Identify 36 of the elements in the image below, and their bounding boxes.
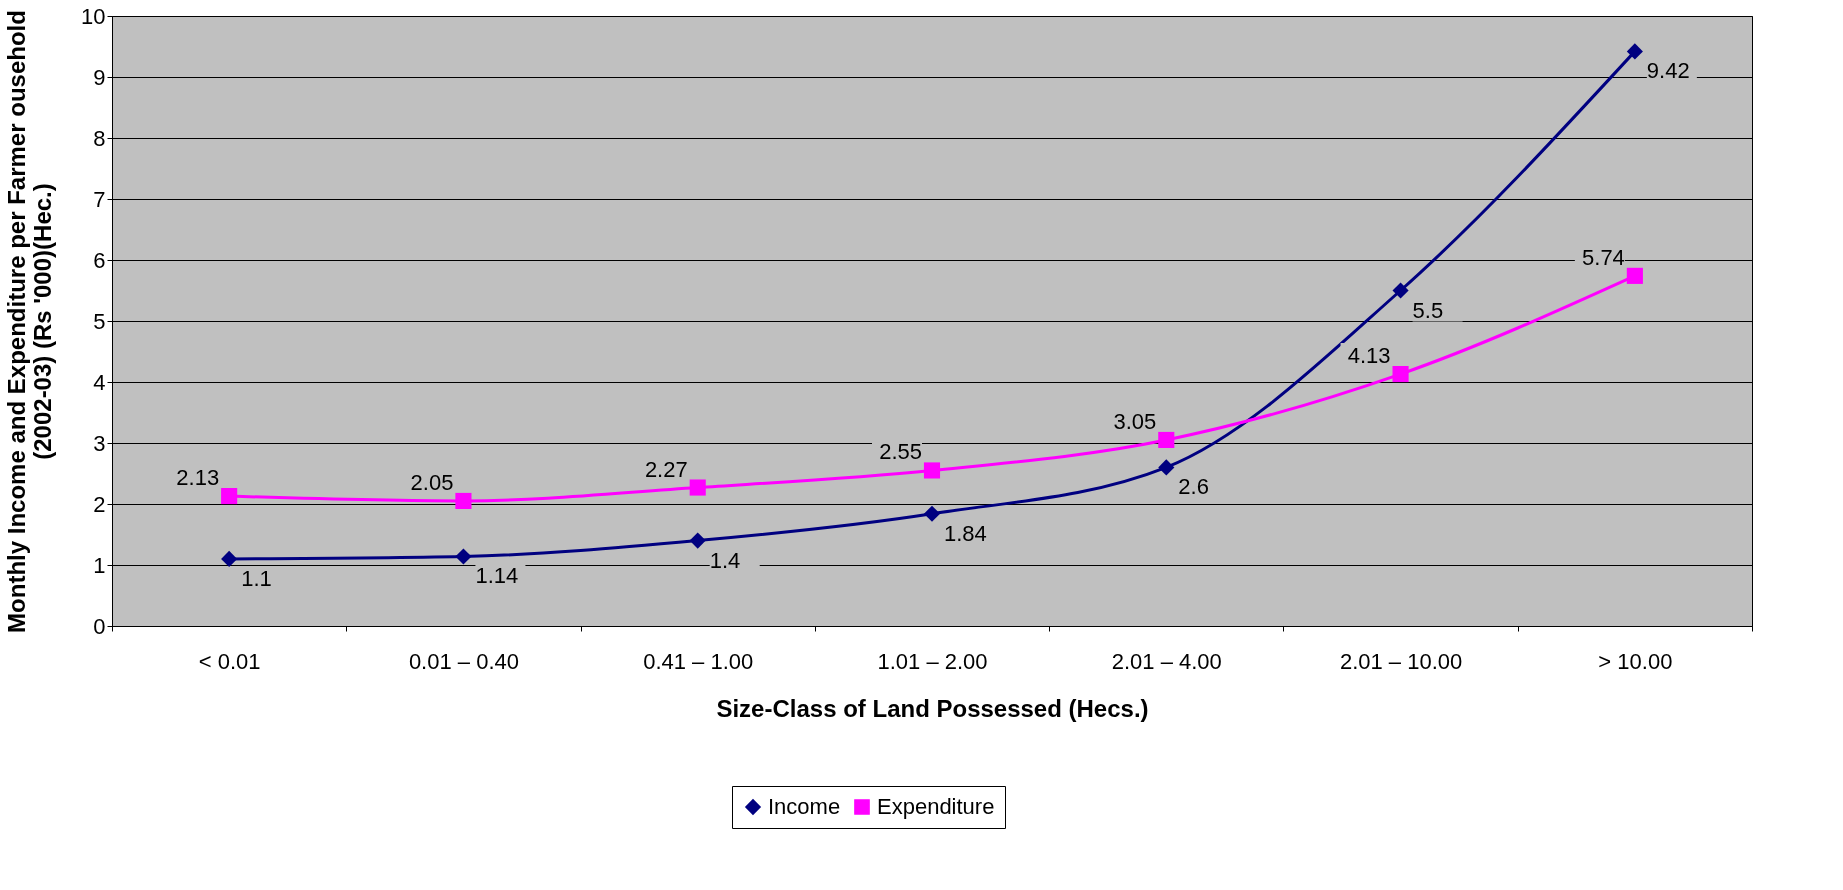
data-label: 4.13 — [1347, 343, 1391, 369]
y-tick-label: 10 — [81, 3, 106, 29]
y-tick-label: 5 — [93, 308, 106, 334]
data-label: 1.4 — [709, 547, 741, 573]
x-tick-label: 0.41 – 1.00 — [643, 648, 754, 674]
x-tick-label: > 10.00 — [1598, 648, 1673, 674]
data-label: 5.5 — [1412, 297, 1444, 323]
y-tick-label: 0 — [93, 613, 106, 639]
data-label: 2.27 — [644, 456, 688, 482]
y-tick-label: 3 — [93, 430, 106, 456]
data-label: 9.42 — [1646, 58, 1690, 84]
data-label: 3.05 — [1113, 408, 1157, 434]
y-axis-title: Monthly Income and Expenditure per Farmer ousehold (2002-03) (Rs '000)(Hec.) — [3, 10, 57, 633]
y-tick-label: 6 — [93, 247, 106, 273]
y-tick-label: 9 — [93, 64, 106, 90]
x-axis-title: Size-Class of Land Possessed (Hecs.) — [716, 694, 1149, 722]
data-label: 2.05 — [410, 469, 454, 495]
data-label: 1.84 — [944, 520, 987, 546]
data-label: 2.55 — [879, 439, 922, 465]
x-tick-label: 2.01 – 4.00 — [1111, 648, 1222, 674]
data-label: 2.13 — [176, 465, 220, 491]
x-tick-label: < 0.01 — [198, 648, 261, 674]
x-tick-label: 2.01 – 10.00 — [1339, 648, 1463, 674]
data-label: 2.6 — [1178, 474, 1209, 500]
y-tick-label: 7 — [93, 186, 106, 212]
y-tick-label: 4 — [93, 369, 106, 395]
legend-label: Income — [768, 794, 841, 819]
legend-label: Expenditure — [877, 794, 995, 819]
data-label: 1.14 — [475, 563, 519, 589]
x-tick-label: 1.01 – 2.00 — [877, 648, 988, 674]
x-tick-label: 0.01 – 0.40 — [408, 648, 519, 674]
data-label: 1.1 — [241, 565, 272, 591]
y-tick-label: 2 — [93, 491, 106, 517]
y-tick-label: 8 — [93, 125, 106, 151]
y-tick-label: 1 — [93, 552, 106, 578]
data-label: 5.74 — [1582, 244, 1625, 270]
